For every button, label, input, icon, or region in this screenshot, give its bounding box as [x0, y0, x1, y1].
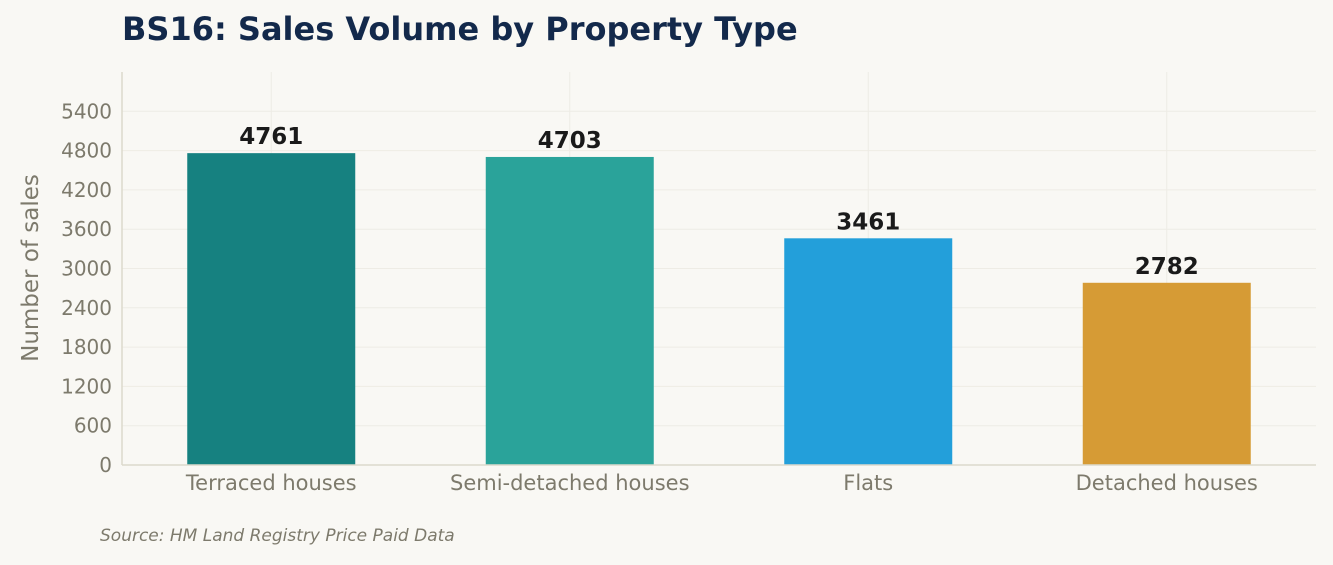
labels: 0 600 1200 1800 2400 3000 3600 4200 4800 5400 4761… [18, 99, 1258, 495]
bars [187, 153, 1251, 466]
bar-flats [784, 238, 953, 465]
source-note: Source: HM Land Registry Price Paid Data [100, 526, 455, 546]
y-tick-label: 1800 [61, 335, 112, 359]
x-tick-label: Semi-detached houses [450, 471, 690, 495]
bar-value-label: 4703 [538, 128, 602, 154]
x-tick-label: Flats [843, 471, 893, 495]
y-tick-label: 3000 [61, 257, 112, 281]
y-tick-label: 3600 [61, 217, 112, 241]
bar-detached-houses [1082, 282, 1251, 465]
axes [121, 72, 1316, 466]
y-tick-label: 600 [74, 414, 112, 438]
bar-value-label: 2782 [1135, 254, 1199, 280]
y-tick-label: 1200 [61, 374, 112, 398]
x-tick-label: Detached houses [1076, 471, 1258, 495]
bar-value-label: 3461 [836, 209, 900, 235]
y-tick-label: 0 [99, 453, 112, 477]
bar-value-label: 4761 [239, 124, 303, 150]
y-tick-label: 2400 [61, 296, 112, 320]
y-tick-label: 4200 [61, 178, 112, 202]
y-tick-label: 4800 [61, 139, 112, 163]
y-tick-label: 5400 [61, 99, 112, 123]
y-axis-title: Number of sales [18, 174, 44, 362]
x-tick-label: Terraced houses [185, 471, 357, 495]
chart-title: BS16: Sales Volume by Property Type [122, 10, 798, 48]
bar-terraced-houses [187, 153, 356, 466]
bar-semi-detached-houses [485, 156, 654, 466]
